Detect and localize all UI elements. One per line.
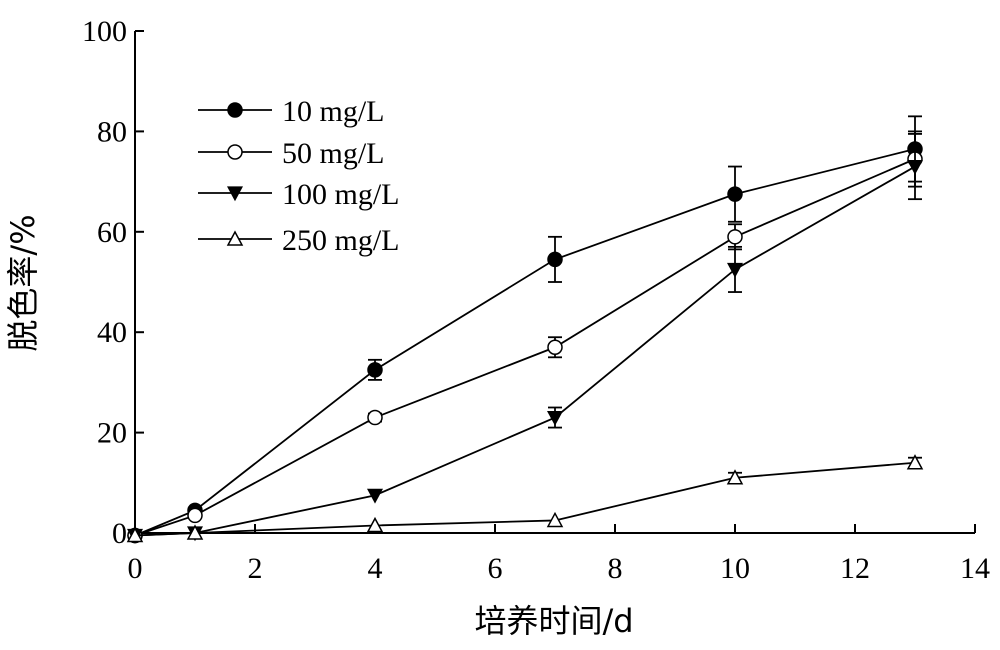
x-tick-label: 14 <box>960 552 990 585</box>
x-tick-label: 0 <box>128 552 143 585</box>
data-point <box>126 526 144 543</box>
x-tick-label: 10 <box>720 552 750 585</box>
data-point <box>547 339 563 356</box>
legend-marker <box>226 230 244 246</box>
legend-marker <box>227 102 243 118</box>
data-point <box>546 511 564 528</box>
x-tick-label: 2 <box>248 552 263 585</box>
data-point <box>906 454 924 470</box>
data-point <box>906 159 924 175</box>
legend-item-1: 50 mg/L <box>198 137 385 170</box>
y-tick-label: 100 <box>82 15 127 48</box>
axes: 0 2 4 6 8 10 12 14 0 20 40 60 80 100 <box>82 15 990 585</box>
data-point <box>546 410 564 426</box>
y-tick-label: 40 <box>97 316 127 349</box>
series-line <box>134 158 916 537</box>
legend-item-0: 10 mg/L <box>198 95 385 128</box>
y-axis-title: 脱色率/% <box>4 214 42 351</box>
series-line <box>134 148 916 537</box>
x-tick-label: 12 <box>840 552 870 585</box>
data-point <box>367 362 383 378</box>
series-layer <box>126 115 924 544</box>
legend-marker <box>226 186 244 202</box>
legend-item-3: 250 mg/L <box>198 224 400 257</box>
y-tick-label: 60 <box>97 216 127 249</box>
legend: 10 mg/L 50 mg/L 100 mg/L 250 mg/L <box>198 95 400 257</box>
data-point <box>187 507 203 524</box>
x-tick-label: 6 <box>488 552 503 585</box>
legend-item-2: 100 mg/L <box>198 178 400 211</box>
data-point <box>727 186 743 202</box>
y-tick-label: 0 <box>112 517 127 550</box>
data-point <box>726 262 744 278</box>
data-point <box>366 488 384 504</box>
x-axis-title: 培养时间/d <box>474 602 633 640</box>
series-3 <box>126 454 924 543</box>
data-point <box>727 229 743 245</box>
y-tick-label: 80 <box>97 115 127 148</box>
data-point <box>366 516 384 533</box>
data-point <box>367 409 383 426</box>
data-point <box>726 469 744 485</box>
series-line <box>134 165 916 537</box>
series-line <box>134 461 916 537</box>
x-tick-label: 8 <box>608 552 623 585</box>
series-2 <box>126 133 924 544</box>
legend-label: 100 mg/L <box>282 178 400 211</box>
legend-label: 50 mg/L <box>282 137 385 170</box>
data-point <box>186 524 204 540</box>
y-tick-label: 20 <box>97 417 127 450</box>
series-0 <box>127 115 923 544</box>
x-tick-label: 4 <box>368 552 383 585</box>
data-point <box>547 251 563 268</box>
legend-label: 10 mg/L <box>282 95 385 128</box>
legend-label: 250 mg/L <box>282 224 400 257</box>
legend-marker <box>227 144 243 160</box>
